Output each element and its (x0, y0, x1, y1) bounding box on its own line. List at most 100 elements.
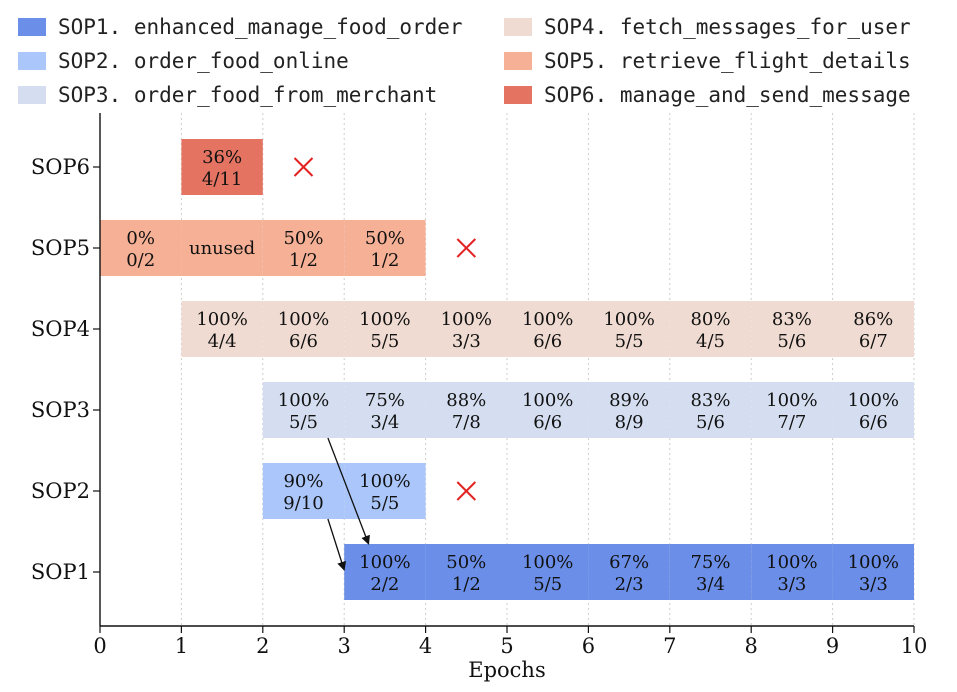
cell-fraction-label: 7/8 (452, 412, 481, 433)
x-tick-label: 8 (745, 634, 758, 658)
cell-percent-label: 100% (441, 309, 492, 330)
cell-fraction-label: 0/2 (126, 250, 155, 271)
cell-percent-label: 100% (848, 552, 899, 573)
x-tick-label: 6 (582, 634, 595, 658)
cell-fraction-label: 5/5 (370, 493, 399, 514)
cell-percent-label: 100% (278, 309, 329, 330)
bar-cell-sop3 (507, 382, 589, 438)
cell-fraction-label: 5/5 (289, 412, 318, 433)
cell-fraction-label: 1/2 (370, 250, 399, 271)
x-tick-label: 5 (500, 634, 513, 658)
bar-cell-sop4 (669, 301, 752, 357)
legend-swatch-sop1 (18, 18, 46, 36)
cell-fraction-label: 7/7 (777, 412, 806, 433)
bar-cell-sop3 (832, 382, 914, 438)
bar-cell-sop4 (181, 301, 263, 357)
bar-cell-sop1 (425, 544, 507, 600)
cell-percent-label: 86% (853, 309, 893, 330)
cell-percent-label: 67% (609, 552, 649, 573)
legend-label-sop5: SOP5. retrieve_flight_details (544, 49, 911, 73)
cell-fraction-label: 5/6 (696, 412, 725, 433)
cell-percent-label: 90% (283, 471, 323, 492)
cell-percent-label: 100% (278, 390, 329, 411)
bar-cell-sop5 (181, 220, 263, 276)
x-tick-label: 7 (663, 634, 676, 658)
legend-label-sop1: SOP1. enhanced_manage_food_order (58, 15, 463, 39)
legend-swatch-sop3 (18, 86, 46, 104)
bar-cell-sop1 (507, 544, 589, 600)
cell-percent-label: 100% (359, 309, 410, 330)
cell-fraction-label: 4/11 (202, 169, 242, 190)
cell-percent-label: 100% (359, 471, 410, 492)
cell-fraction-label: 4/4 (208, 331, 237, 352)
y-tick-label: SOP4 (31, 317, 90, 341)
legend-item-sop5: SOP5. retrieve_flight_details (504, 45, 911, 77)
cell-fraction-label: 5/5 (370, 331, 399, 352)
bar-cell-sop1 (344, 544, 426, 600)
cell-label: unused (189, 238, 255, 259)
bar-cell-sop4 (751, 301, 833, 357)
cell-fraction-label: 3/3 (452, 331, 481, 352)
cell-percent-label: 75% (690, 552, 730, 573)
cell-percent-label: 80% (690, 309, 730, 330)
cell-percent-label: 100% (196, 309, 247, 330)
x-axis-title: Epochs (468, 658, 545, 682)
cross-marker-stroke (456, 481, 477, 501)
bar-cell-sop1 (588, 544, 670, 600)
cell-percent-label: 83% (772, 309, 812, 330)
bar-cell-sop4 (262, 301, 345, 357)
cell-fraction-label: 6/6 (859, 412, 888, 433)
bar-cell-sop5 (344, 220, 426, 276)
cell-fraction-label: 6/6 (533, 412, 562, 433)
x-tick-label: 9 (826, 634, 839, 658)
cell-fraction-label: 8/9 (615, 412, 644, 433)
axes-layer: SOP1 SOP2 SOP3 SOP4 SOP5 SOP6 0 1 2 3 4 5 6 7 8 9 10 (31, 113, 927, 658)
y-tick-label: SOP3 (31, 398, 90, 422)
y-tick-label: SOP1 (31, 560, 90, 584)
bar-cell-sop2 (262, 463, 345, 519)
x-tick-label: 1 (175, 634, 188, 658)
cell-fraction-label: 9/10 (283, 493, 323, 514)
cell-percent-label: 89% (609, 390, 649, 411)
legend-item-sop4: SOP4. fetch_messages_for_user (504, 11, 911, 43)
y-tick-label: SOP5 (31, 236, 90, 260)
legend-swatch-sop2 (18, 52, 46, 70)
legend-label-sop3: SOP3. order_food_from_merchant (58, 83, 438, 107)
arrows-layer (327, 437, 370, 571)
bar-cell-sop3 (262, 382, 345, 438)
cell-fraction-label: 5/5 (615, 331, 644, 352)
bar-cell-sop6 (181, 139, 263, 195)
cross-marker-stroke (293, 157, 314, 177)
y-tick-label: SOP6 (31, 155, 90, 179)
legend: SOP1. enhanced_manage_food_order SOP2. o… (0, 0, 957, 110)
cell-fraction-label: 1/2 (289, 250, 318, 271)
bar-cell-sop5 (100, 220, 182, 276)
cell-fraction-label: 5/6 (777, 331, 806, 352)
end-markers-layer (293, 157, 477, 501)
bar-cell-sop4 (425, 301, 507, 357)
cell-percent-label: 100% (359, 552, 410, 573)
legend-swatch-sop6 (504, 86, 532, 104)
cell-fraction-label: 6/6 (533, 331, 562, 352)
x-tick-label: 0 (93, 634, 106, 658)
cell-fraction-label: 2/2 (370, 574, 399, 595)
cell-percent-label: 50% (283, 228, 323, 249)
cell-percent-label: 83% (690, 390, 730, 411)
legend-swatch-sop4 (504, 18, 532, 36)
legend-label-sop4: SOP4. fetch_messages_for_user (544, 15, 911, 39)
bar-cell-sop4 (588, 301, 670, 357)
grid-lines (180, 113, 915, 626)
y-tick-label: SOP2 (31, 479, 90, 503)
cell-percent-label: 100% (522, 309, 573, 330)
bar-cell-sop2 (344, 463, 426, 519)
bar-cell-sop3 (751, 382, 833, 438)
bar-cell-sop4 (344, 301, 426, 357)
cell-labels-layer: 100%2/250%1/2100%5/567%2/375%3/4100%3/31… (126, 147, 899, 595)
bar-cell-sop1 (832, 544, 914, 600)
bar-cell-sop1 (669, 544, 752, 600)
legend-swatch-sop5 (504, 52, 532, 70)
legend-item-sop3: SOP3. order_food_from_merchant (18, 79, 437, 111)
cell-fraction-label: 5/5 (533, 574, 562, 595)
cell-fraction-label: 3/3 (777, 574, 806, 595)
